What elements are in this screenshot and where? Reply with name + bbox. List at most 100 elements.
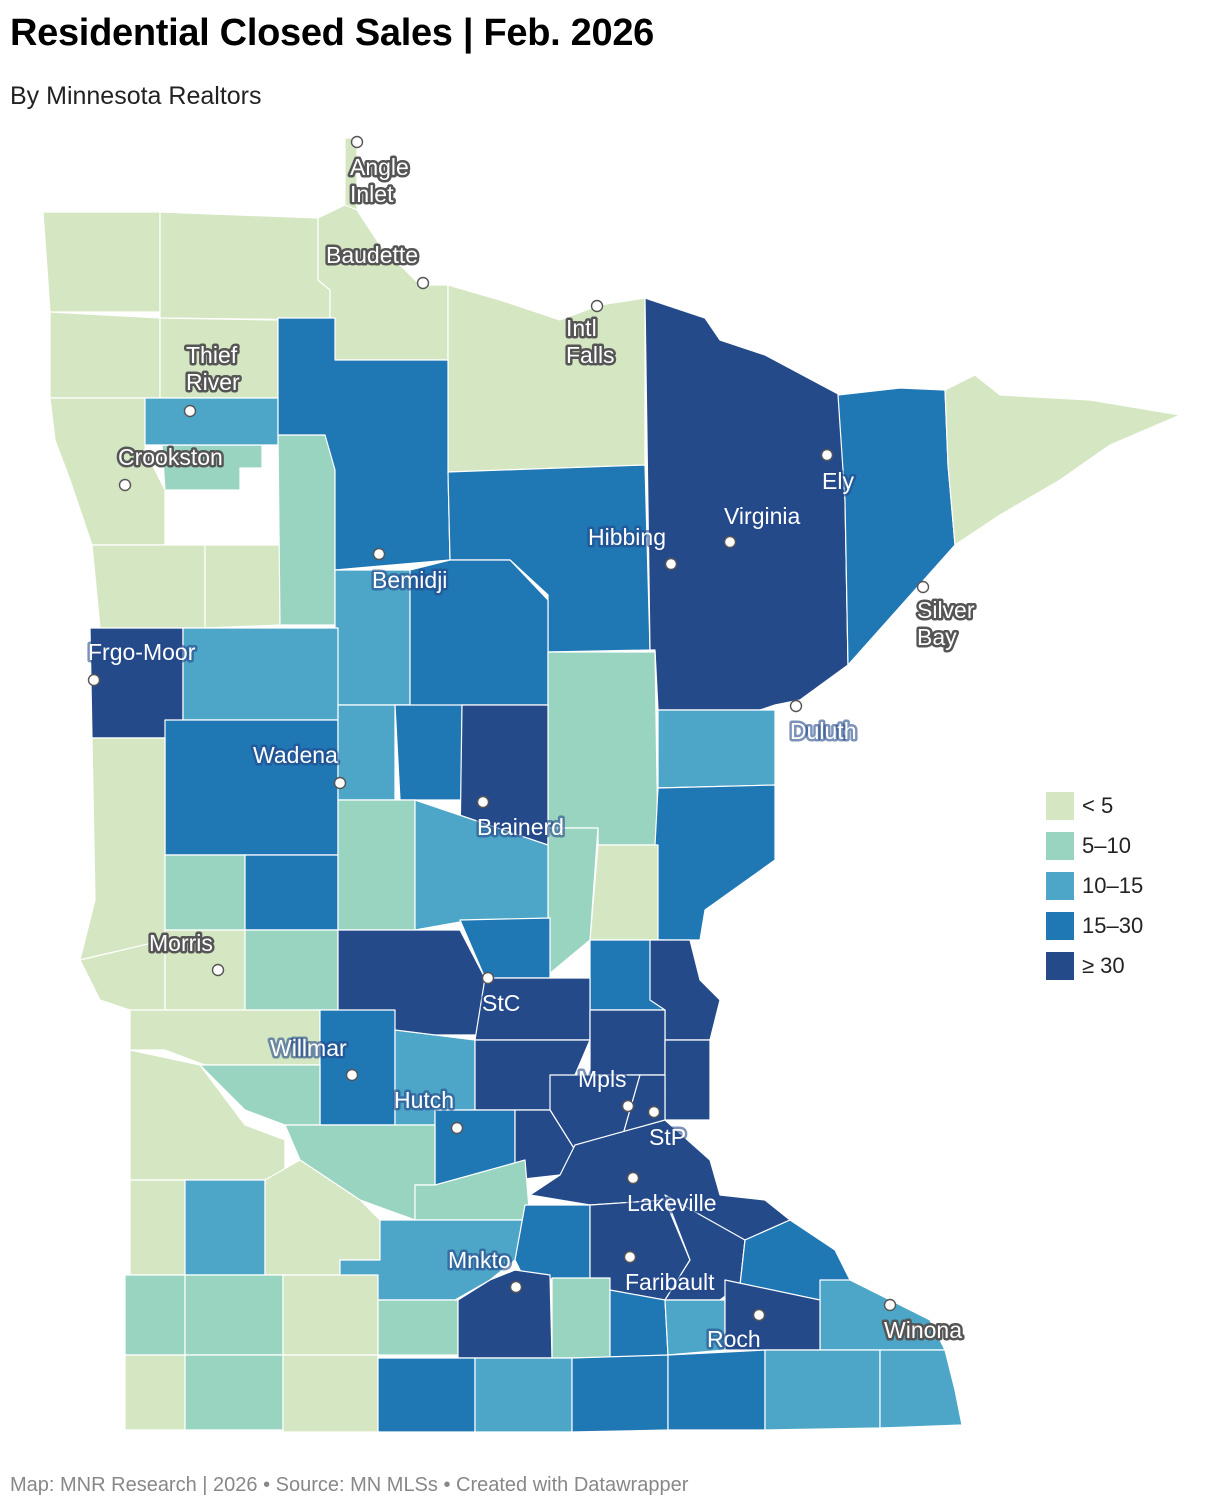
city-dot — [350, 135, 364, 149]
county-region — [589, 844, 659, 941]
city-label: Crookston — [118, 444, 223, 470]
county-region — [184, 1274, 284, 1356]
county-region — [204, 544, 281, 629]
county-region — [164, 719, 339, 856]
city-label: Baudette — [326, 242, 418, 268]
city-label: Wadena — [253, 742, 338, 768]
county-region — [42, 211, 161, 313]
city-label: River — [186, 369, 240, 395]
city-dot — [450, 1121, 464, 1135]
city-dot — [87, 673, 101, 687]
city-dot — [623, 1250, 637, 1264]
city-marker-frgo-moor: Frgo-Moor — [86, 637, 198, 687]
city-marker-stp: StP — [647, 1105, 689, 1153]
city-dot — [883, 1298, 897, 1312]
city-dot — [916, 580, 930, 594]
county-region — [91, 544, 206, 629]
county-region — [319, 1009, 396, 1126]
city-label: Faribault — [625, 1269, 715, 1295]
county-region — [244, 854, 339, 931]
city-dot — [476, 795, 490, 809]
city-label: Morris — [149, 930, 213, 956]
county-region — [337, 704, 396, 801]
legend-item-10to15: 10–15 — [1046, 866, 1143, 906]
county-region — [944, 374, 1181, 546]
legend-swatch-5to10 — [1046, 832, 1074, 860]
city-dot — [820, 448, 834, 462]
city-label: Mnkto — [448, 1247, 511, 1273]
county-region — [282, 1354, 379, 1433]
city-label: Inlet — [350, 181, 394, 207]
city-marker-willmar: Willmar — [268, 1033, 359, 1082]
city-dot — [118, 478, 132, 492]
city-marker-winona: Winona — [882, 1298, 965, 1346]
city-label: Silver — [917, 597, 975, 623]
city-label: StP — [649, 1124, 686, 1150]
legend-label-5to10: 5–10 — [1082, 833, 1131, 858]
county-region — [184, 1354, 284, 1431]
county-region — [129, 1179, 186, 1276]
county-region — [649, 784, 776, 941]
city-label: Virginia — [724, 503, 800, 529]
county-region — [474, 1357, 573, 1433]
city-label: Intl — [566, 315, 597, 341]
county-region — [144, 397, 279, 446]
city-marker-brainerd: Brainerd — [475, 795, 566, 843]
county-region — [514, 1204, 591, 1281]
city-label: Duluth — [790, 718, 856, 744]
city-label: Falls — [566, 342, 615, 368]
city-label: Angle — [350, 154, 409, 180]
legend-swatch-15to30 — [1046, 912, 1074, 940]
county-region — [394, 704, 463, 801]
legend-item-lt5: < 5 — [1046, 786, 1143, 826]
county-region — [377, 1357, 476, 1433]
city-label: Mpls — [578, 1066, 627, 1092]
county-region — [124, 1354, 186, 1431]
map-subtitle: By Minnesota Realtors — [10, 82, 262, 110]
city-marker-ely: Ely — [820, 448, 857, 497]
city-label: Brainerd — [477, 814, 564, 840]
county-region — [182, 627, 339, 721]
city-dot — [509, 1280, 523, 1294]
city-dot — [416, 276, 430, 290]
county-region — [879, 1349, 963, 1429]
county-region — [159, 211, 331, 321]
source-footer: Map: MNR Research | 2026 • Source: MN ML… — [10, 1474, 689, 1496]
city-marker-lakeville: Lakeville — [625, 1171, 719, 1219]
city-dot — [590, 299, 604, 313]
legend-label-ge30: ≥ 30 — [1082, 953, 1125, 978]
city-dot — [664, 557, 678, 571]
city-dot — [333, 776, 347, 790]
legend-item-ge30: ≥ 30 — [1046, 946, 1143, 986]
city-dot — [183, 404, 197, 418]
city-label: Bemidji — [372, 567, 447, 593]
city-label: Roch — [707, 1326, 761, 1352]
county-region — [447, 284, 646, 473]
city-dot — [647, 1105, 661, 1119]
legend-label-lt5: < 5 — [1082, 793, 1114, 818]
city-label: Thief — [186, 342, 238, 368]
map-title: Residential Closed Sales | Feb. 2026 — [10, 12, 654, 54]
county-region — [377, 1299, 459, 1356]
county-region — [164, 854, 246, 931]
county-region — [609, 1289, 669, 1359]
county-region — [49, 311, 161, 399]
city-marker-stc: StC — [480, 971, 523, 1019]
map-legend: < 5 5–10 10–15 15–30 ≥ 30 — [1046, 786, 1143, 986]
city-label: Bay — [917, 624, 957, 650]
county-region — [337, 799, 416, 931]
city-dot — [211, 963, 225, 977]
city-dot — [626, 1171, 640, 1185]
city-marker-wadena: Wadena — [251, 740, 347, 790]
county-region — [664, 1039, 711, 1121]
city-dot — [481, 971, 495, 985]
city-marker-faribault: Faribault — [623, 1250, 718, 1298]
city-label: Willmar — [270, 1035, 347, 1061]
city-label: Ely — [822, 468, 854, 494]
county-region — [244, 929, 339, 1011]
